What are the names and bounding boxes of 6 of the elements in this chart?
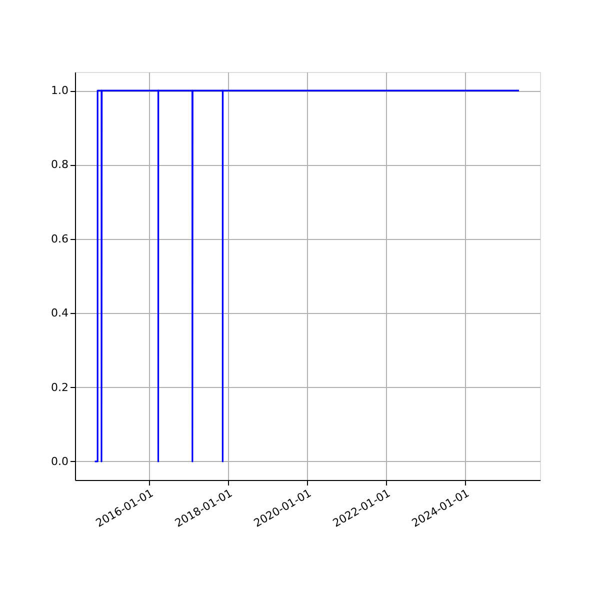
y-tick-label: 0.8	[51, 158, 68, 172]
y-tick-label: 1.0	[51, 84, 68, 98]
y-tick-label: 0.2	[51, 380, 68, 394]
y-tick-label: 0.4	[51, 306, 68, 320]
y-tick-label: 0.0	[51, 454, 68, 468]
y-tick-label: 0.6	[51, 232, 68, 246]
